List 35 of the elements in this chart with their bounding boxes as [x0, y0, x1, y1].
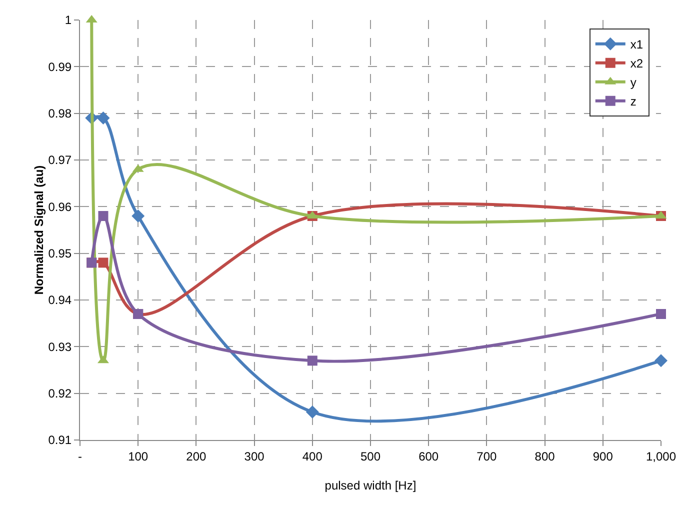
- x-tick-label: 400: [302, 449, 323, 464]
- x-tick-label: 600: [418, 449, 439, 464]
- x-tick-label: 500: [360, 449, 381, 464]
- y-tick-label: 0.94: [48, 293, 72, 308]
- x-axis-title: pulsed width [Hz]: [324, 478, 416, 492]
- x-tick-label: 700: [476, 449, 498, 464]
- x-tick-label: 300: [244, 449, 265, 464]
- y-tick-label: 0.92: [48, 386, 72, 401]
- point: [98, 258, 108, 268]
- y-tick-label: 1: [64, 13, 72, 28]
- y-axis-title: Normalized Signal (au): [32, 165, 46, 295]
- x-tick-label: 200: [186, 449, 207, 464]
- legend-label: y: [630, 76, 636, 90]
- legend-label: x1: [630, 38, 644, 52]
- x-tick-label: 1,000: [646, 449, 676, 464]
- y-tick-label: 0.95: [48, 246, 72, 261]
- y-tick-label: 0.99: [48, 60, 72, 74]
- point: [306, 406, 319, 418]
- point: [96, 112, 110, 124]
- y-tick-label: 0.93: [48, 340, 72, 354]
- y-tick-label: 0.91: [48, 433, 72, 448]
- x-tick-label: 900: [592, 449, 614, 464]
- point: [132, 210, 145, 222]
- x-tick-label: 800: [534, 449, 556, 464]
- point: [656, 309, 666, 319]
- point: [307, 356, 318, 366]
- x-tick-label: -: [78, 449, 82, 464]
- y-tick-label: 0.96: [48, 200, 72, 214]
- y-tick-label: 0.97: [48, 153, 72, 168]
- legend-label: z: [630, 94, 636, 109]
- y-tick-label: 0.98: [48, 106, 72, 121]
- legend-label: x2: [630, 56, 644, 71]
- point: [654, 354, 668, 368]
- x-tick-label: 100: [128, 449, 148, 464]
- point: [98, 211, 108, 221]
